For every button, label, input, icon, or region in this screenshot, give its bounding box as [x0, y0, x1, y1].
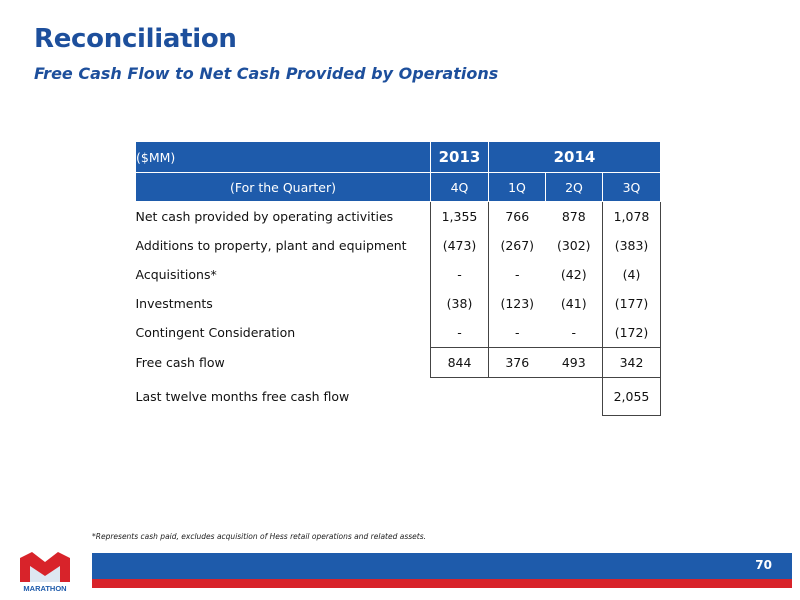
cell-value: (42): [560, 267, 587, 282]
row-label: Investments: [135, 296, 213, 311]
cell-value: 493: [545, 347, 603, 378]
row-label: Additions to property, plant and equipme…: [135, 238, 407, 253]
cell-value: -: [571, 325, 576, 340]
table-row: Net cash provided by operating activitie…: [135, 201, 661, 231]
ltm-row: Last twelve months free cash flow 2,055: [135, 377, 661, 416]
footer-bar: 70: [92, 553, 792, 579]
cell-value: (473): [430, 231, 489, 260]
cell-value: 1,078: [602, 201, 661, 231]
cell-value: -: [430, 318, 489, 348]
table-header-row: ($MM) 2013 2014: [135, 141, 661, 173]
cell-value: 376: [488, 347, 546, 378]
quarter-header: 1Q: [488, 172, 546, 202]
cell-value: 2,055: [602, 377, 661, 416]
table-row: Investments (38) (123) (41) (177): [136, 289, 661, 318]
row-label: Free cash flow: [135, 355, 225, 370]
year-2013-header: 2013: [430, 141, 489, 173]
table-subheader-row: (For the Quarter) 4Q 1Q 2Q 3Q: [135, 172, 661, 202]
marathon-logo: MARATHON: [20, 552, 70, 593]
table-row: Contingent Consideration - - - (172): [136, 318, 661, 348]
unit-label: ($MM): [135, 141, 431, 173]
cell-value: 878: [561, 209, 586, 224]
table-row: Additions to property, plant and equipme…: [136, 231, 661, 260]
reconciliation-table: ($MM) 2013 2014 (For the Quarter) 4Q 1Q …: [135, 141, 661, 416]
cell-value: 766: [505, 209, 530, 224]
cell-value: 342: [602, 347, 661, 378]
logo-text: MARATHON: [23, 584, 66, 593]
year-2014-header: 2014: [488, 141, 661, 173]
cell-value: (41): [560, 296, 587, 311]
cell-value: -: [514, 267, 520, 282]
row-label: Last twelve months free cash flow: [135, 389, 350, 404]
footnote: *Represents cash paid, excludes acquisit…: [92, 532, 426, 541]
quarter-header: 4Q: [430, 172, 489, 202]
cell-value: (172): [602, 318, 661, 348]
cell-value: -: [430, 260, 489, 289]
page-title: Reconciliation: [34, 24, 237, 54]
footer-accent-bar: [92, 579, 792, 588]
cell-value: (177): [602, 289, 661, 318]
period-label: (For the Quarter): [135, 172, 431, 202]
page-subtitle: Free Cash Flow to Net Cash Provided by O…: [34, 64, 499, 83]
cell-value: (383): [602, 231, 661, 260]
cell-value: -: [514, 325, 520, 340]
row-label: Contingent Consideration: [135, 325, 296, 341]
cell-value: (302): [556, 238, 591, 253]
page-number: 70: [755, 558, 772, 572]
cell-value: (4): [602, 260, 661, 289]
cell-value: 844: [430, 347, 489, 378]
row-label: Net cash provided by operating activitie…: [135, 209, 394, 224]
table-row: Acquisitions* - - (42) (4): [136, 260, 661, 289]
cell-value: (267): [500, 238, 535, 253]
cell-value: (38): [430, 289, 489, 318]
quarter-header: 2Q: [545, 172, 603, 202]
cell-value: (123): [500, 296, 535, 311]
free-cash-flow-row: Free cash flow 844 376 493 342: [135, 347, 661, 378]
quarter-header: 3Q: [602, 172, 661, 202]
row-label: Acquisitions*: [135, 267, 217, 282]
cell-value: 1,355: [430, 201, 489, 231]
